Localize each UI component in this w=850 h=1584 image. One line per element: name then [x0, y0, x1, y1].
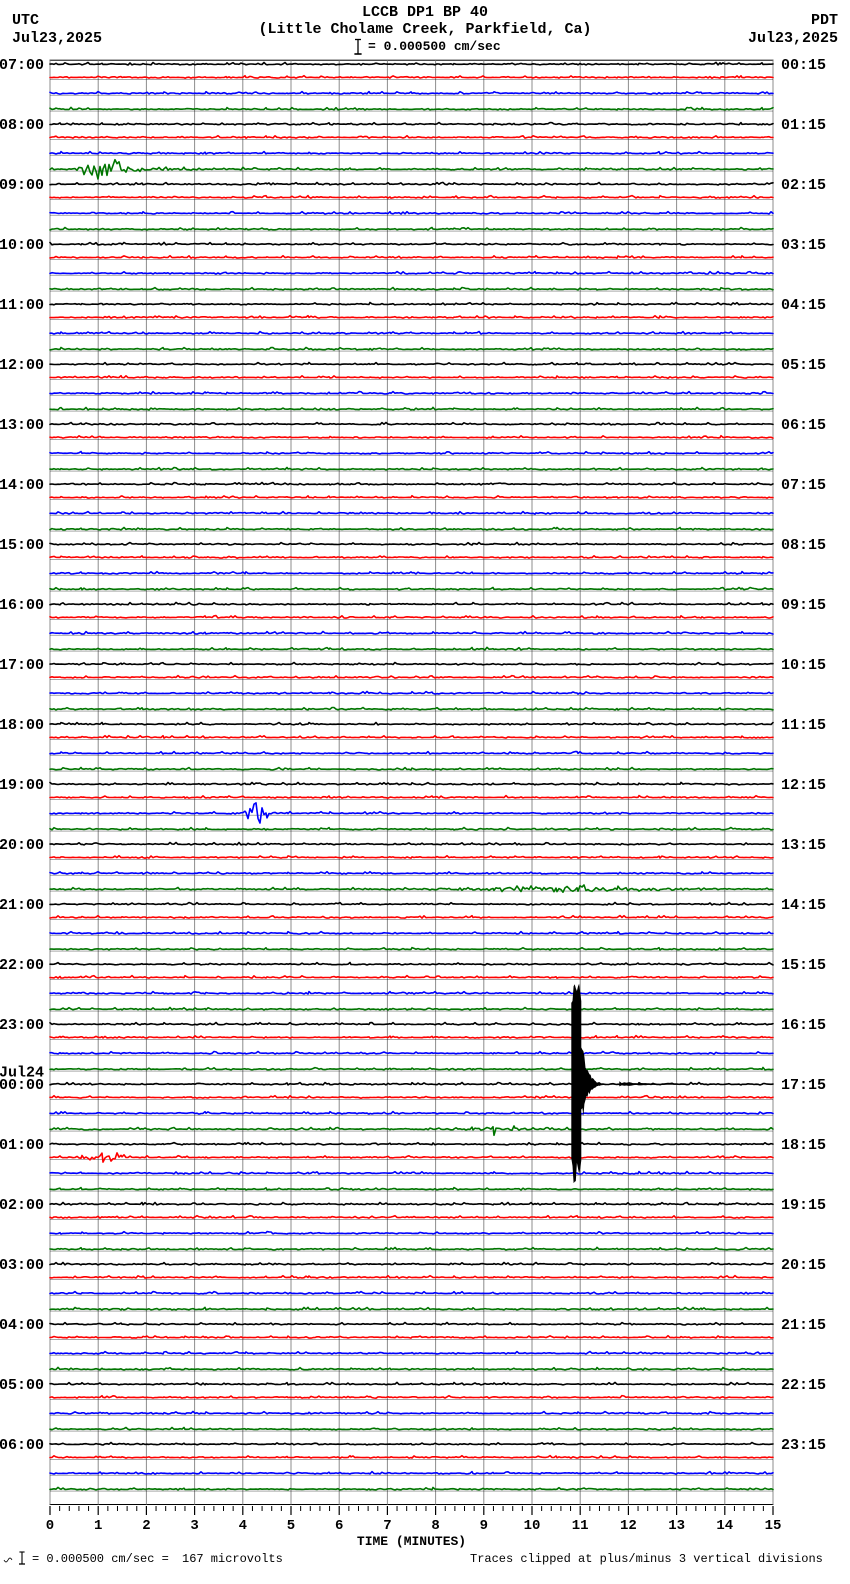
svg-text:05:00: 05:00: [0, 1377, 44, 1394]
svg-text:11:15: 11:15: [781, 717, 826, 734]
svg-text:01:00: 01:00: [0, 1137, 44, 1154]
svg-text:0: 0: [46, 1518, 54, 1534]
svg-text:3: 3: [190, 1518, 198, 1534]
svg-text:19:15: 19:15: [781, 1197, 826, 1214]
svg-text:17:15: 17:15: [781, 1077, 826, 1094]
svg-text:02:15: 02:15: [781, 177, 826, 194]
svg-text:01:15: 01:15: [781, 117, 826, 134]
svg-text:23:15: 23:15: [781, 1437, 826, 1454]
svg-text:11: 11: [572, 1518, 589, 1534]
svg-text:11:00: 11:00: [0, 297, 44, 314]
svg-text:08:15: 08:15: [781, 537, 826, 554]
svg-text:19:00: 19:00: [0, 777, 44, 794]
svg-text:22:15: 22:15: [781, 1377, 826, 1394]
svg-text:21:15: 21:15: [781, 1317, 826, 1334]
svg-text:15:15: 15:15: [781, 957, 826, 974]
svg-text:167 microvolts: 167 microvolts: [182, 1552, 283, 1566]
svg-text:13:15: 13:15: [781, 837, 826, 854]
svg-text:(Little Cholame Creek, Parkfie: (Little Cholame Creek, Parkfield, Ca): [258, 21, 591, 38]
svg-text:12:00: 12:00: [0, 357, 44, 374]
svg-text:06:00: 06:00: [0, 1437, 44, 1454]
svg-text:07:15: 07:15: [781, 477, 826, 494]
svg-text:PDT: PDT: [811, 12, 838, 29]
svg-text:9: 9: [480, 1518, 488, 1534]
svg-text:Jul24: Jul24: [0, 1065, 44, 1082]
svg-text:09:15: 09:15: [781, 597, 826, 614]
svg-text:12:15: 12:15: [781, 777, 826, 794]
svg-text:Traces clipped at plus/minus 3: Traces clipped at plus/minus 3 vertical …: [470, 1552, 823, 1566]
svg-text:6: 6: [335, 1518, 343, 1534]
svg-text:14:15: 14:15: [781, 897, 826, 914]
svg-text:14:00: 14:00: [0, 477, 44, 494]
svg-text:10:00: 10:00: [0, 237, 44, 254]
svg-text:02:00: 02:00: [0, 1197, 44, 1214]
svg-text:15: 15: [765, 1518, 782, 1534]
svg-text:Jul23,2025: Jul23,2025: [12, 30, 102, 47]
svg-text:4: 4: [239, 1518, 247, 1534]
svg-text:06:15: 06:15: [781, 417, 826, 434]
svg-text:03:00: 03:00: [0, 1257, 44, 1274]
svg-text:= 0.000500 cm/sec: = 0.000500 cm/sec: [368, 39, 501, 54]
svg-text:00:15: 00:15: [781, 57, 826, 74]
svg-text:20:15: 20:15: [781, 1257, 826, 1274]
svg-text:21:00: 21:00: [0, 897, 44, 914]
svg-text:20:00: 20:00: [0, 837, 44, 854]
svg-text:08:00: 08:00: [0, 117, 44, 134]
svg-text:2: 2: [142, 1518, 150, 1534]
svg-text:TIME (MINUTES): TIME (MINUTES): [357, 1534, 466, 1549]
svg-text:7: 7: [383, 1518, 391, 1534]
svg-text:12: 12: [620, 1518, 637, 1534]
svg-text:10:15: 10:15: [781, 657, 826, 674]
svg-text:05:15: 05:15: [781, 357, 826, 374]
svg-text:04:00: 04:00: [0, 1317, 44, 1334]
svg-text:16:00: 16:00: [0, 597, 44, 614]
svg-text:07:00: 07:00: [0, 57, 44, 74]
svg-text:UTC: UTC: [12, 12, 39, 29]
svg-text:18:15: 18:15: [781, 1137, 826, 1154]
svg-text:Jul23,2025: Jul23,2025: [748, 30, 838, 47]
svg-text:1: 1: [94, 1518, 102, 1534]
svg-text:03:15: 03:15: [781, 237, 826, 254]
svg-text:17:00: 17:00: [0, 657, 44, 674]
svg-text:13: 13: [668, 1518, 685, 1534]
svg-text:= 0.000500 cm/sec =: = 0.000500 cm/sec =: [32, 1552, 169, 1566]
svg-text:13:00: 13:00: [0, 417, 44, 434]
svg-text:09:00: 09:00: [0, 177, 44, 194]
svg-text:14: 14: [716, 1518, 733, 1534]
svg-text:16:15: 16:15: [781, 1017, 826, 1034]
svg-text:5: 5: [287, 1518, 295, 1534]
svg-text:LCCB DP1 BP 40: LCCB DP1 BP 40: [362, 4, 488, 21]
svg-text:23:00: 23:00: [0, 1017, 44, 1034]
svg-text:8: 8: [431, 1518, 439, 1534]
svg-text:10: 10: [524, 1518, 541, 1534]
svg-text:15:00: 15:00: [0, 537, 44, 554]
svg-text:04:15: 04:15: [781, 297, 826, 314]
svg-text:22:00: 22:00: [0, 957, 44, 974]
svg-text:18:00: 18:00: [0, 717, 44, 734]
